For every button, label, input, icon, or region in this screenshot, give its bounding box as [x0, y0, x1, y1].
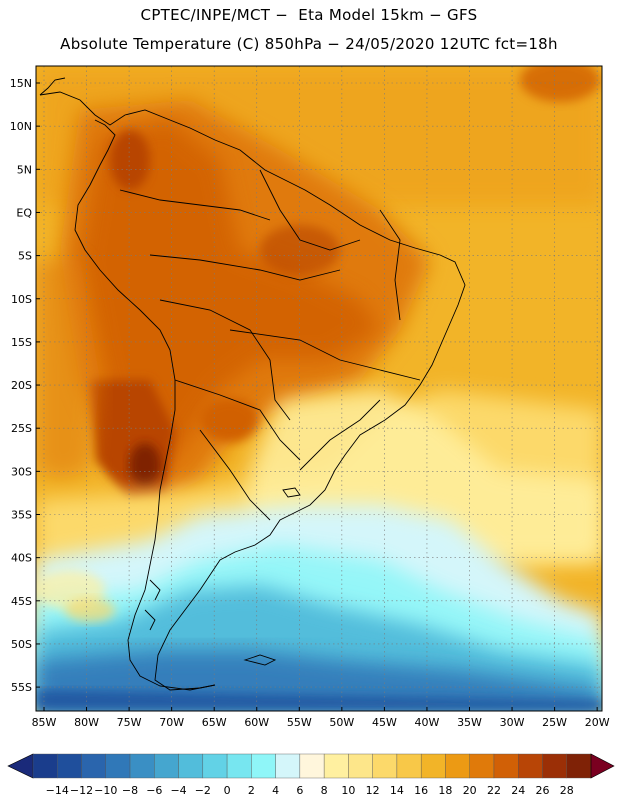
colorbar-swatch [566, 753, 592, 779]
map-title-line2: Absolute Temperature (C) 850hPa − 24/05/… [60, 35, 558, 53]
colorbar-swatch [542, 753, 567, 779]
colorbar-swatch [348, 753, 373, 779]
colorbar-swatch [445, 753, 470, 779]
colorbar-swatch [275, 753, 301, 779]
lon-label: 80W [74, 716, 99, 729]
colorbar-low-arrow [7, 753, 34, 779]
lat-label: 45S [11, 595, 32, 608]
colorbar-label: −10 [94, 784, 117, 797]
lat-label: 40S [11, 552, 32, 565]
colorbar-label: 4 [272, 784, 279, 797]
lon-label: 40W [415, 716, 440, 729]
colorbar-label: 10 [341, 784, 355, 797]
colorbar-label: −6 [146, 784, 162, 797]
colorbar-swatch [299, 753, 325, 779]
lon-label: 25W [542, 716, 567, 729]
colorbar-label: 8 [321, 784, 328, 797]
coastlines [39, 77, 466, 691]
colorbar-label: 6 [296, 784, 303, 797]
map-frame [35, 65, 603, 712]
lat-label: 10N [10, 120, 32, 133]
colorbar-swatch [32, 753, 58, 779]
lon-label: 75W [117, 716, 142, 729]
colorbar-label: −2 [195, 784, 211, 797]
lon-label: 55W [287, 716, 312, 729]
colorbar-swatch [202, 753, 228, 779]
colorbar-swatch [518, 753, 543, 779]
lat-label: 25S [11, 422, 32, 435]
colorbar-label: −8 [122, 784, 138, 797]
colorbar-label: 22 [487, 784, 501, 797]
lat-label: 5S [18, 250, 32, 263]
lat-label: 35S [11, 509, 32, 522]
lat-label: 5N [17, 163, 32, 176]
colorbar-swatch [493, 753, 519, 779]
colorbar-label: −12 [70, 784, 93, 797]
lat-label: 30S [11, 465, 32, 478]
colorbar-label: 18 [438, 784, 452, 797]
lon-label: 70W [159, 716, 184, 729]
longitude-labels: 85W 80W 75W 70W 65W 60W 55W 50W 45W 40W 35W 30W 25W 2… [32, 707, 610, 729]
lon-label: 60W [244, 716, 269, 729]
lat-label: 55S [11, 681, 32, 694]
colorbar-swatch [323, 753, 349, 779]
colorbar-label: 14 [390, 784, 404, 797]
lat-label: 50S [11, 638, 32, 651]
latitude-labels: 15N 10N 5N EQ 5S 10S 15S 20S 25S 30S 35S 40S 45S 50S 5… [10, 77, 40, 694]
colorbar-label: 28 [560, 784, 574, 797]
colorbar-swatch [105, 753, 131, 779]
lat-label: 10S [11, 293, 32, 306]
colorbar-swatch [469, 753, 495, 779]
colorbar-swatch [178, 753, 204, 779]
colorbar-swatch [57, 753, 82, 779]
lon-label: 20W [585, 716, 610, 729]
colorbar-label: 2 [248, 784, 255, 797]
colorbar-label: 12 [366, 784, 380, 797]
lat-label: 20S [11, 379, 32, 392]
lon-label: 50W [329, 716, 354, 729]
colorbar-label: 20 [463, 784, 477, 797]
temperature-field [36, 66, 602, 711]
lon-label: 35W [457, 716, 482, 729]
map-title-line1: CPTEC/INPE/MCT − Eta Model 15km − GFS [140, 6, 478, 24]
colorbar-label: 24 [511, 784, 525, 797]
colorbar-swatch [251, 753, 276, 779]
lat-label: 15S [11, 336, 32, 349]
lon-label: 85W [32, 716, 57, 729]
lon-label: 30W [500, 716, 525, 729]
colorbar-label: 0 [224, 784, 231, 797]
colorbar-swatch [396, 753, 422, 779]
colorbar-swatch [226, 753, 252, 779]
colorbar-label: 16 [414, 784, 428, 797]
lon-label: 65W [202, 716, 227, 729]
colorbar-swatch [154, 753, 179, 779]
lat-label: EQ [16, 206, 32, 219]
colorbar-swatch [129, 753, 155, 779]
colorbar-label: −4 [170, 784, 186, 797]
colorbar-swatch [372, 753, 398, 779]
colorbar-high-arrow [590, 753, 615, 779]
colorbar-label: 26 [535, 784, 549, 797]
lon-label: 45W [372, 716, 397, 729]
lat-label: 15N [10, 77, 32, 90]
colorbar-label: −14 [46, 784, 69, 797]
colorbar-swatch [81, 753, 106, 779]
colorbar: −14 −12 −10 −8 −6 −4 −2 0 2 4 6 8 10 12 14 16 18 20 22 24 26… [7, 753, 615, 797]
colorbar-swatch [420, 753, 446, 779]
